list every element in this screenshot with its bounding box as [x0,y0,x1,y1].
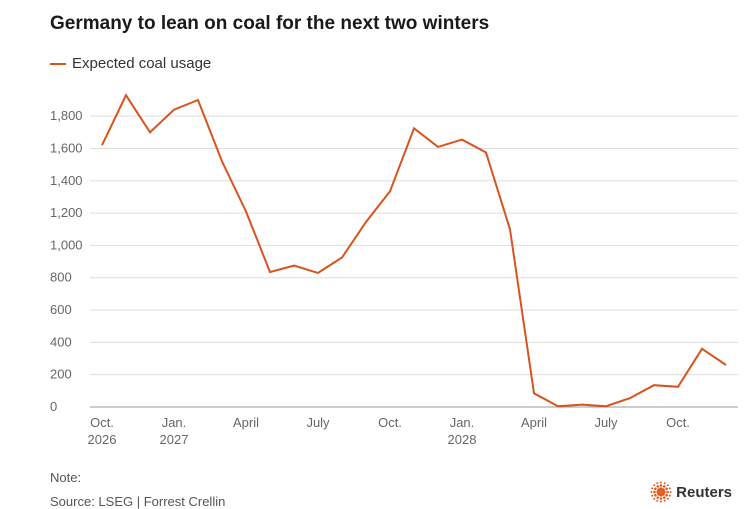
x-tick-label: Jan.2027 [160,415,189,447]
y-tick-label: 1,400 [50,173,83,188]
chart-note: Note: [50,470,81,485]
y-tick-label: 400 [50,334,72,349]
y-tick-label: 600 [50,302,72,317]
y-tick-label: 1,200 [50,205,83,220]
x-tick-label: Oct. [378,415,402,430]
x-tick-label: July [594,415,618,430]
x-tick-label: Oct. [666,415,690,430]
reuters-logo: Reuters [650,481,732,503]
reuters-logo-icon [650,481,672,503]
y-tick-label: 0 [50,399,57,414]
y-tick-label: 1,600 [50,140,83,155]
y-tick-label: 1,800 [50,108,83,123]
series-line-expected-coal-usage [102,95,726,406]
reuters-logo-text: Reuters [676,484,732,501]
x-tick-label: Oct.2026 [88,415,117,447]
y-tick-label: 1,000 [50,237,83,252]
y-tick-label: 200 [50,367,72,382]
chart-source: Source: LSEG | Forrest Crellin [50,494,225,509]
x-tick-label: April [233,415,259,430]
x-tick-label: Jan.2028 [448,415,477,447]
x-tick-label: July [306,415,330,430]
x-tick-label: April [521,415,547,430]
y-tick-label: 800 [50,270,72,285]
